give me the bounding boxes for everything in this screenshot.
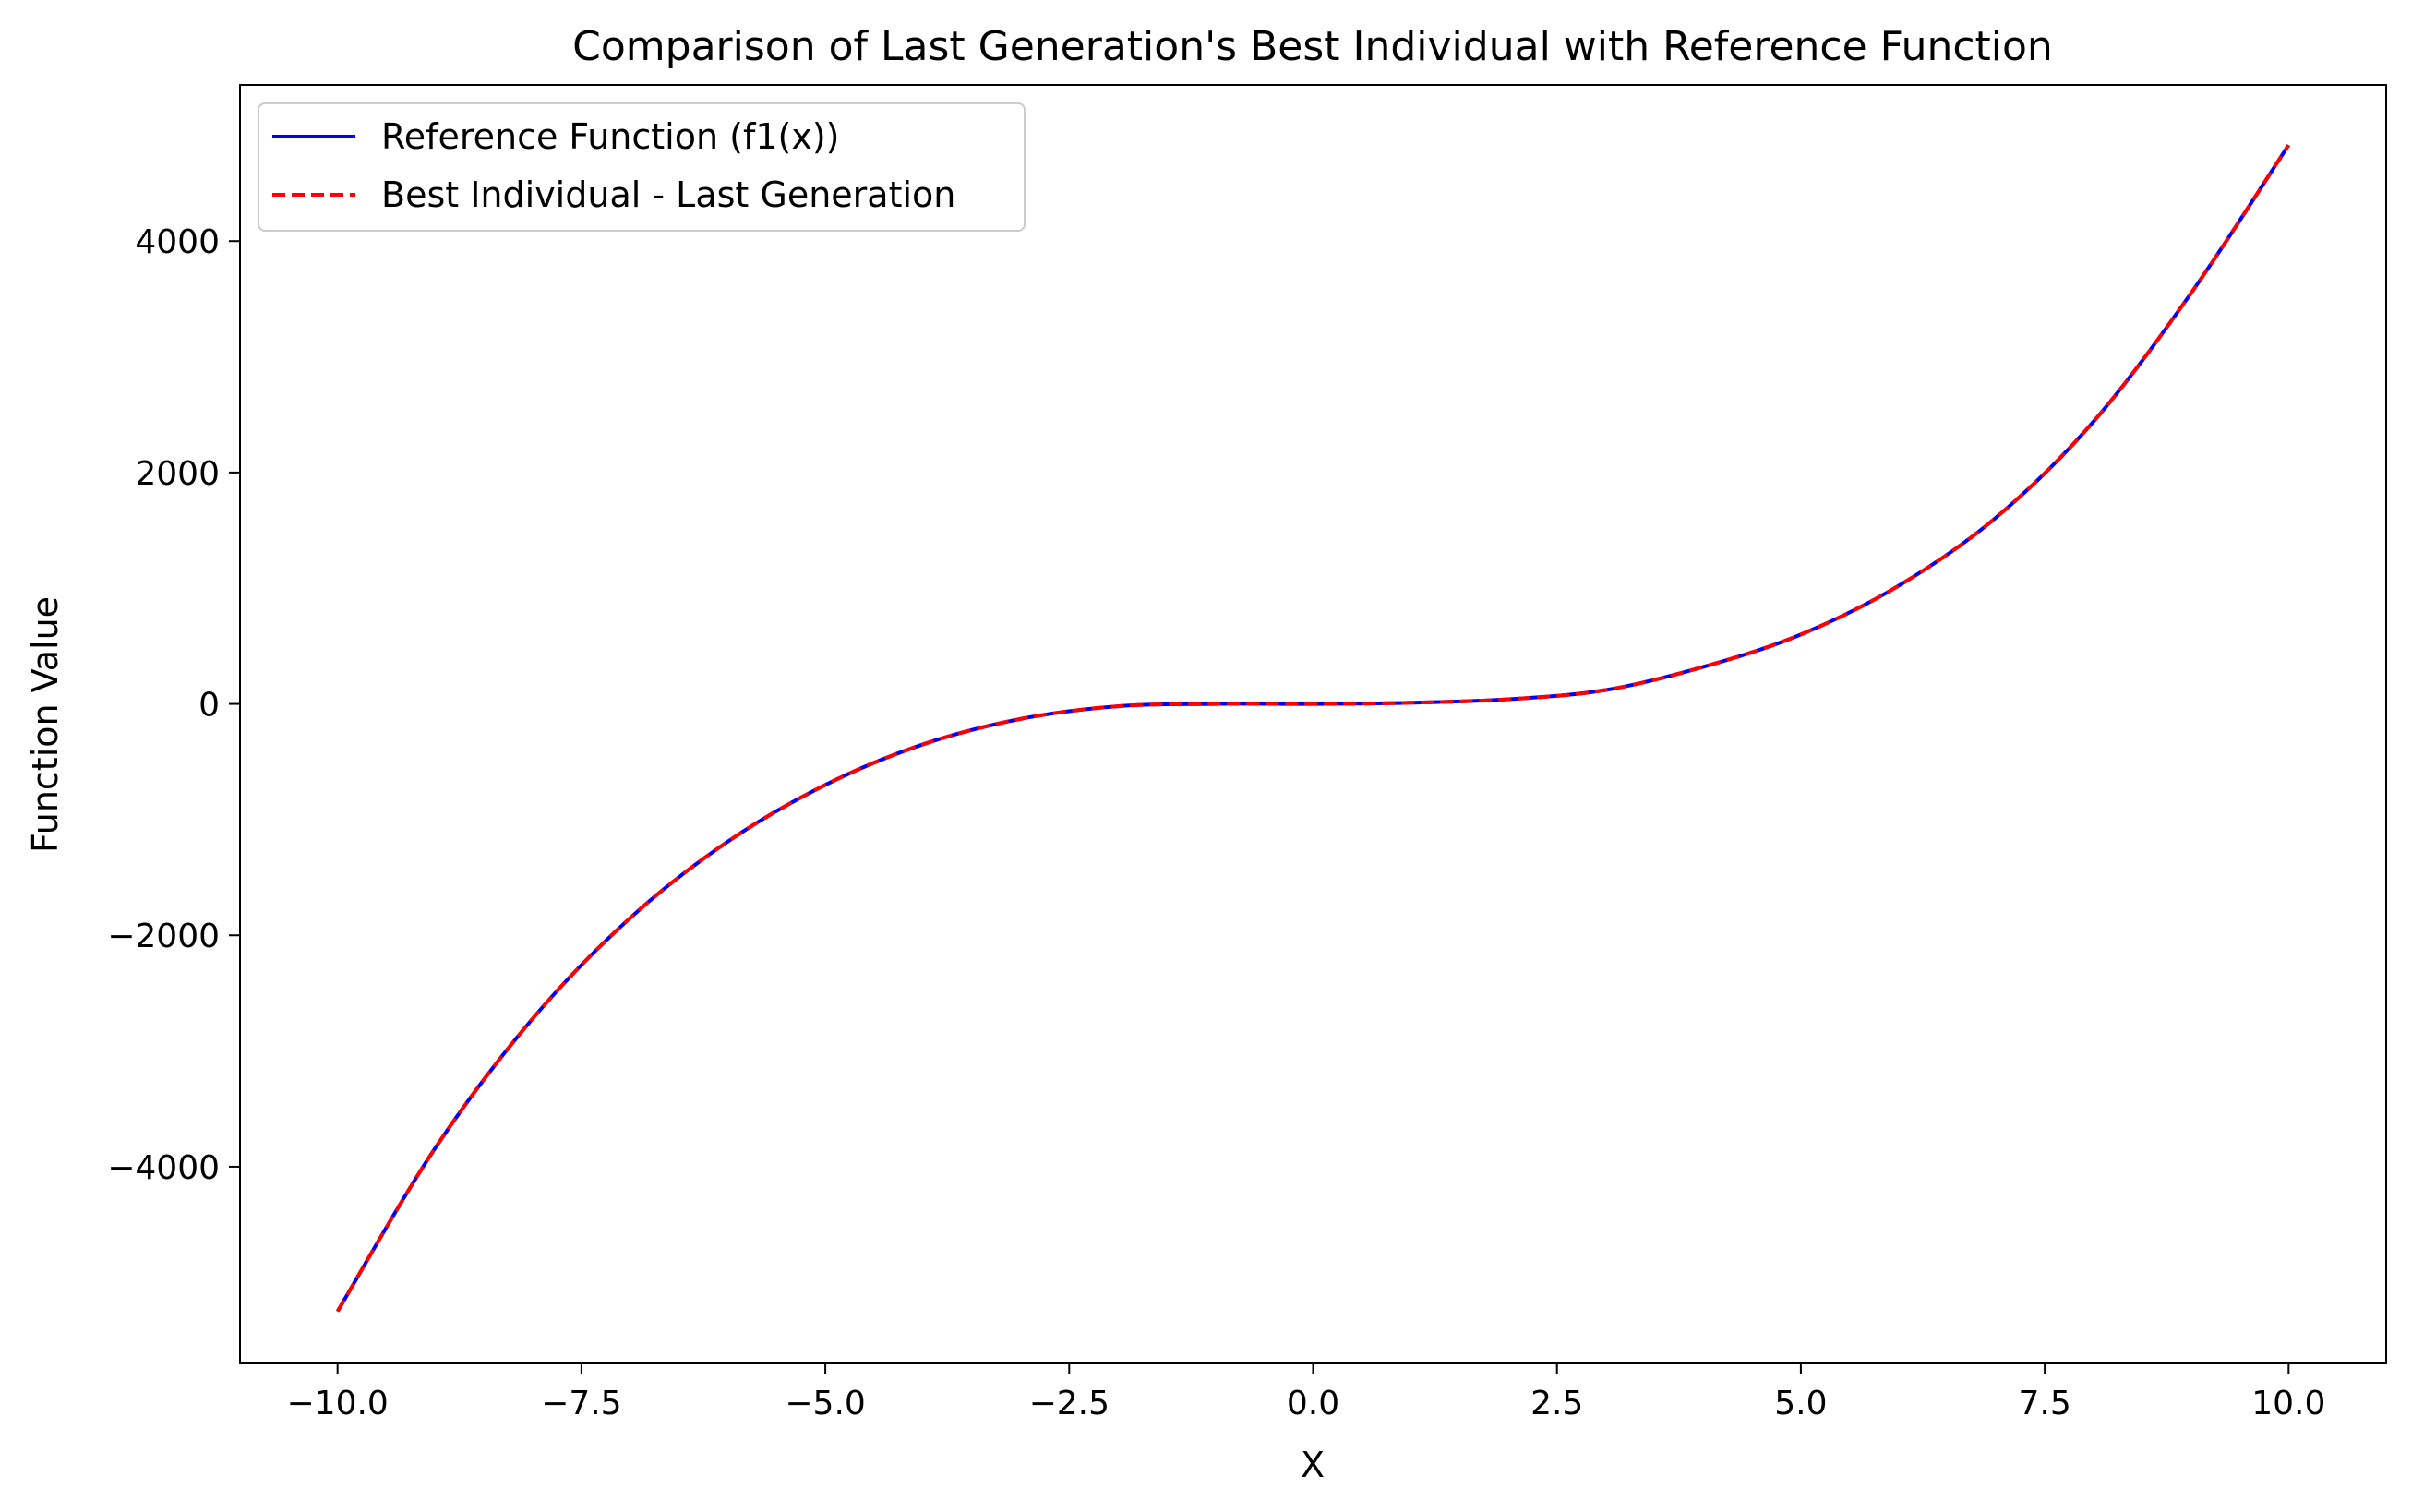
- x-tick-label: 5.0: [1774, 1385, 1827, 1422]
- legend-box: [258, 102, 1026, 232]
- x-axis: −10.0 −7.5 −5.0 −2.5 0.0 2.5 5.0 7.5 10.0: [287, 1363, 2325, 1422]
- x-tick-label: −7.5: [541, 1385, 621, 1422]
- x-tick-label: −10.0: [287, 1385, 389, 1422]
- legend-best-label: Best Individual - Last Generation: [381, 174, 955, 215]
- y-tick-label: −4000: [107, 1149, 220, 1187]
- y-tick-label: 0: [198, 687, 220, 725]
- x-tick-label: 10.0: [2251, 1385, 2325, 1422]
- y-axis: −4000 −2000 0 2000 4000: [107, 223, 240, 1187]
- legend-reference-label: Reference Function (f1(x)): [381, 116, 840, 157]
- y-tick-label: 2000: [135, 455, 220, 493]
- y-axis-label: Function Value: [25, 596, 66, 853]
- x-tick-label: −5.0: [785, 1385, 865, 1422]
- legend: Reference Function (f1(x)) Best Individu…: [258, 102, 1026, 232]
- y-tick-label: −2000: [107, 918, 220, 955]
- x-tick-label: −2.5: [1029, 1385, 1110, 1422]
- y-tick-label: 4000: [135, 223, 220, 261]
- plot-area: [335, 144, 2290, 1313]
- x-axis-label: X: [1301, 1445, 1325, 1485]
- x-tick-label: 2.5: [1530, 1385, 1583, 1422]
- x-tick-label: 7.5: [2018, 1385, 2070, 1422]
- series-best-individual-line: [335, 144, 2290, 1313]
- x-tick-label: 0.0: [1287, 1385, 1339, 1422]
- chart-title: Comparison of Last Generation's Best Ind…: [572, 23, 2053, 70]
